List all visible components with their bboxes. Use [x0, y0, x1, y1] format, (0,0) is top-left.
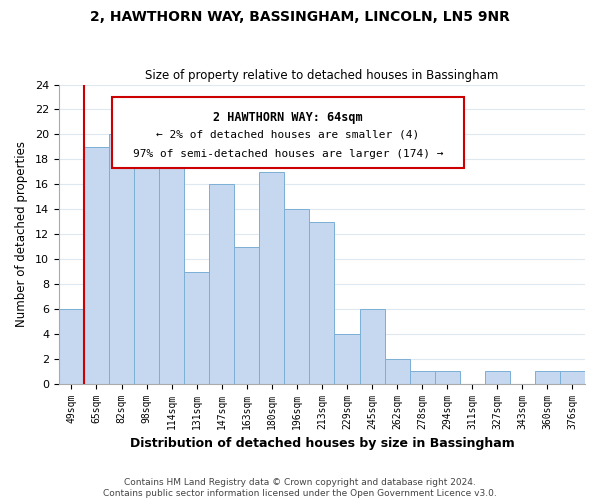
FancyBboxPatch shape	[112, 96, 464, 168]
Y-axis label: Number of detached properties: Number of detached properties	[15, 141, 28, 327]
Bar	[134, 134, 159, 384]
Bar	[434, 371, 460, 384]
Bar	[310, 222, 334, 384]
Title: Size of property relative to detached houses in Bassingham: Size of property relative to detached ho…	[145, 69, 499, 82]
Bar	[84, 147, 109, 384]
Bar	[334, 334, 359, 384]
Text: 2 HAWTHORN WAY: 64sqm: 2 HAWTHORN WAY: 64sqm	[213, 112, 362, 124]
Bar	[410, 371, 434, 384]
Bar	[259, 172, 284, 384]
Bar	[485, 371, 510, 384]
Bar	[184, 272, 209, 384]
Text: Contains HM Land Registry data © Crown copyright and database right 2024.
Contai: Contains HM Land Registry data © Crown c…	[103, 478, 497, 498]
Text: 97% of semi-detached houses are larger (174) →: 97% of semi-detached houses are larger (…	[133, 149, 443, 159]
Bar	[109, 134, 134, 384]
Bar	[234, 246, 259, 384]
X-axis label: Distribution of detached houses by size in Bassingham: Distribution of detached houses by size …	[130, 437, 514, 450]
Bar	[59, 309, 84, 384]
Bar	[359, 309, 385, 384]
Bar	[560, 371, 585, 384]
Text: ← 2% of detached houses are smaller (4): ← 2% of detached houses are smaller (4)	[156, 130, 419, 140]
Bar	[535, 371, 560, 384]
Text: 2, HAWTHORN WAY, BASSINGHAM, LINCOLN, LN5 9NR: 2, HAWTHORN WAY, BASSINGHAM, LINCOLN, LN…	[90, 10, 510, 24]
Bar	[159, 160, 184, 384]
Bar	[284, 209, 310, 384]
Bar	[209, 184, 234, 384]
Bar	[385, 359, 410, 384]
